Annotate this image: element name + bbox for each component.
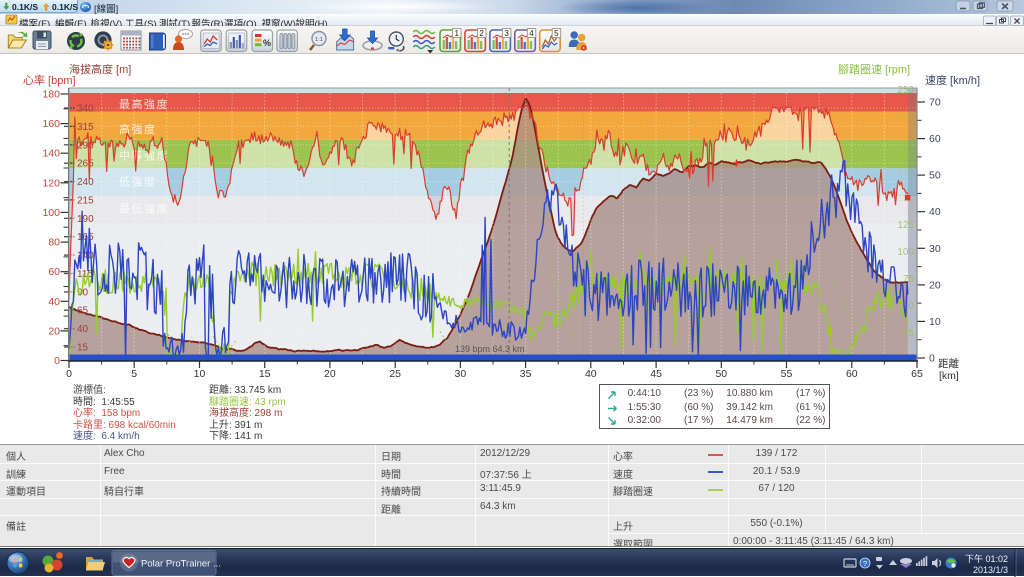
svg-text:35: 35 — [520, 368, 532, 380]
svg-text:[km]: [km] — [939, 370, 959, 382]
svg-text:20: 20 — [48, 325, 60, 337]
svg-text:175: 175 — [897, 166, 914, 177]
svg-text:2: 2 — [479, 29, 484, 38]
svg-text:340: 340 — [77, 104, 94, 115]
svg-text:4: 4 — [529, 29, 534, 38]
svg-text:距離: 距離 — [938, 357, 959, 370]
svg-text:100: 100 — [897, 247, 914, 258]
svg-text:30: 30 — [455, 368, 467, 380]
svg-text:60: 60 — [929, 133, 941, 145]
svg-text:2013/1/3: 2013/1/3 — [973, 565, 1008, 575]
svg-text:下午 01:02: 下午 01:02 — [965, 553, 1008, 564]
svg-text:120: 120 — [42, 177, 60, 189]
svg-text:40: 40 — [585, 368, 597, 380]
svg-text:10: 10 — [929, 316, 941, 328]
svg-text:5: 5 — [131, 368, 137, 380]
svg-text:60: 60 — [48, 266, 60, 278]
svg-text:20: 20 — [324, 368, 336, 380]
svg-text:Polar ProTrainer ...: Polar ProTrainer ... — [141, 559, 221, 570]
svg-text:115: 115 — [77, 269, 93, 280]
svg-text:100: 100 — [42, 207, 60, 219]
svg-text:50: 50 — [715, 368, 727, 380]
svg-text:70: 70 — [929, 97, 941, 109]
svg-text:0: 0 — [54, 355, 60, 367]
svg-text:1: 1 — [454, 29, 459, 38]
svg-text:心率 [bpm]: 心率 [bpm] — [23, 73, 76, 87]
svg-text:45: 45 — [650, 368, 662, 380]
svg-text:160: 160 — [42, 118, 60, 130]
svg-text:15: 15 — [77, 343, 89, 354]
svg-text:140: 140 — [77, 251, 94, 262]
svg-text:75: 75 — [903, 274, 915, 285]
svg-text:125: 125 — [897, 220, 914, 231]
svg-text:40: 40 — [48, 296, 60, 308]
svg-text:200: 200 — [897, 139, 914, 150]
svg-text:%: % — [263, 38, 271, 48]
svg-text:30: 30 — [929, 243, 941, 255]
svg-text:60: 60 — [846, 368, 858, 380]
svg-text:240: 240 — [77, 177, 94, 188]
svg-text:215: 215 — [77, 195, 94, 206]
svg-text:0: 0 — [66, 368, 72, 380]
svg-text:40: 40 — [77, 324, 89, 335]
svg-text:15: 15 — [259, 368, 271, 380]
svg-text:55: 55 — [781, 368, 793, 380]
svg-text:50: 50 — [929, 170, 941, 182]
svg-text:65: 65 — [77, 306, 89, 317]
svg-text:5: 5 — [554, 29, 559, 38]
svg-text:0: 0 — [929, 353, 935, 365]
svg-text:3: 3 — [504, 29, 509, 38]
svg-text:高強度: 高強度 — [119, 122, 157, 136]
svg-text:50: 50 — [903, 301, 915, 312]
svg-text:250: 250 — [897, 85, 914, 96]
svg-text:25: 25 — [903, 328, 915, 339]
svg-text:290: 290 — [77, 140, 94, 151]
svg-text:190: 190 — [77, 214, 94, 225]
svg-text:25: 25 — [389, 368, 401, 380]
svg-text:速度 [km/h]: 速度 [km/h] — [925, 73, 980, 87]
svg-text:265: 265 — [77, 159, 94, 170]
svg-text:65: 65 — [911, 368, 923, 380]
svg-text:20: 20 — [929, 279, 941, 291]
svg-text:315: 315 — [77, 122, 94, 133]
svg-text:140: 140 — [42, 148, 60, 160]
svg-text:40: 40 — [929, 206, 941, 218]
svg-text:80: 80 — [48, 237, 60, 249]
svg-text:腳踏圈速 [rpm]: 腳踏圈速 [rpm] — [838, 62, 910, 76]
svg-text:225: 225 — [897, 112, 914, 123]
svg-text:10: 10 — [194, 368, 206, 380]
svg-text:180: 180 — [42, 89, 60, 101]
svg-text:?: ? — [863, 559, 867, 568]
svg-text:最高強度: 最高強度 — [119, 97, 169, 111]
svg-text:海拔高度 [m]: 海拔高度 [m] — [69, 62, 131, 76]
svg-text:1:1: 1:1 — [315, 37, 323, 43]
svg-text:139 bpm 64.3 km: 139 bpm 64.3 km — [455, 344, 525, 354]
